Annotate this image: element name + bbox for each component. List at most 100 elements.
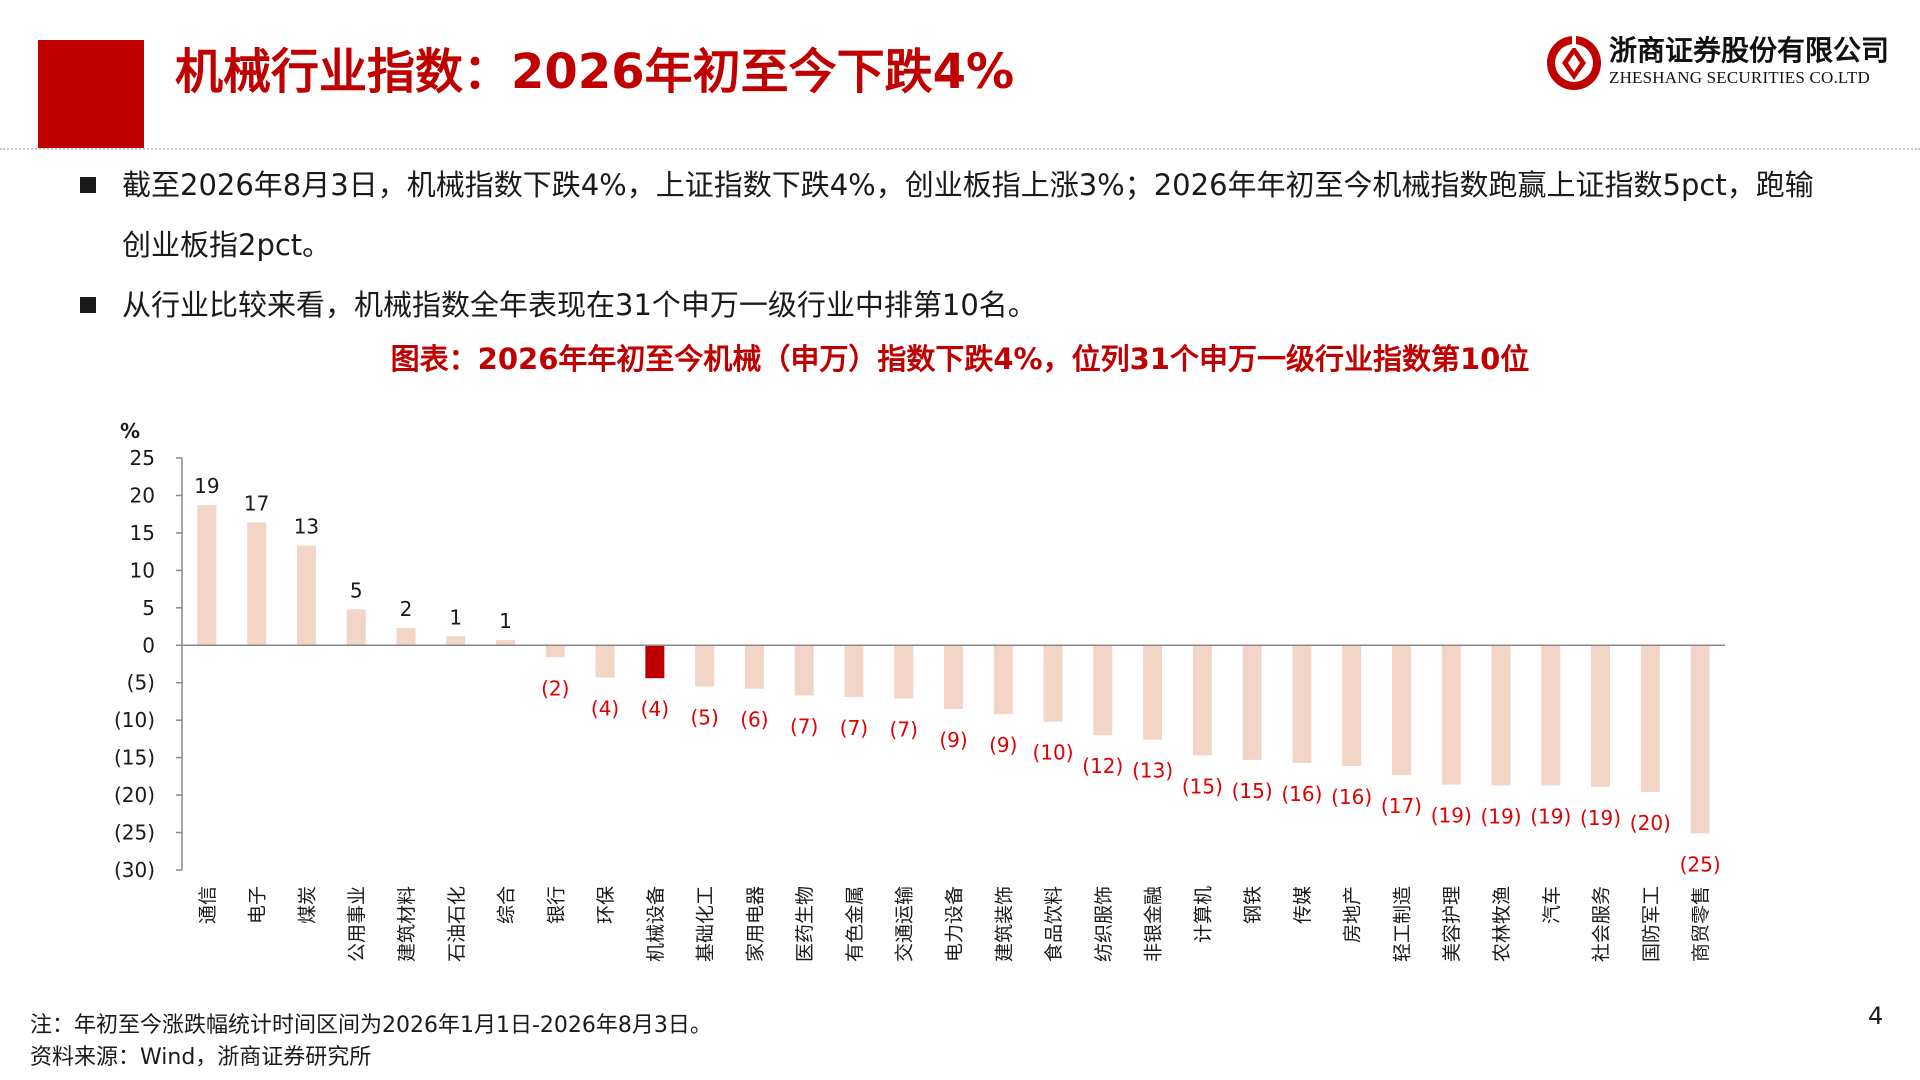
y-tick-label: 20 bbox=[130, 483, 155, 507]
bar bbox=[1093, 645, 1113, 736]
data-label: 17 bbox=[244, 491, 269, 515]
bar bbox=[695, 645, 715, 687]
data-label: (13) bbox=[1132, 759, 1173, 783]
data-label: (7) bbox=[840, 716, 868, 740]
category-label: 建筑装饰 bbox=[993, 886, 1015, 962]
category-label: 建筑材料 bbox=[396, 886, 418, 962]
chart-notes: 注：年初至今涨跌幅统计时间区间为2026年1月1日-2026年8月3日。 资料来… bbox=[30, 1010, 712, 1074]
y-tick-label: (15) bbox=[114, 746, 155, 770]
category-label: 商贸零售 bbox=[1690, 886, 1712, 962]
category-label: 食品饮料 bbox=[1043, 886, 1065, 962]
data-label: (15) bbox=[1232, 779, 1273, 803]
data-label: (19) bbox=[1580, 806, 1621, 830]
category-label: 国防军工 bbox=[1640, 886, 1662, 962]
data-label: (4) bbox=[591, 696, 619, 720]
bar bbox=[944, 645, 963, 709]
data-label: (9) bbox=[989, 733, 1017, 757]
category-label: 机械设备 bbox=[645, 886, 667, 962]
bar bbox=[1143, 645, 1163, 740]
data-label: (7) bbox=[790, 714, 818, 738]
data-label: (4) bbox=[641, 697, 669, 721]
bullet-square-icon bbox=[80, 297, 96, 313]
category-label: 综合 bbox=[496, 886, 518, 924]
bar bbox=[1043, 645, 1063, 722]
bullet-text: 从行业比较来看，机械指数全年表现在31个申万一级行业中排第10名。 bbox=[122, 288, 1037, 322]
y-tick-label: 25 bbox=[130, 446, 155, 470]
data-label: (12) bbox=[1082, 754, 1123, 778]
bar bbox=[1192, 645, 1212, 756]
data-label: (25) bbox=[1680, 852, 1721, 876]
bar bbox=[645, 645, 665, 679]
data-label: (19) bbox=[1530, 804, 1571, 828]
category-label: 煤炭 bbox=[296, 886, 318, 924]
category-label: 有色金属 bbox=[844, 886, 866, 962]
bar bbox=[496, 640, 516, 646]
data-label: (9) bbox=[939, 728, 967, 752]
data-label: (10) bbox=[1033, 741, 1074, 765]
y-tick-label: 5 bbox=[142, 596, 155, 620]
category-label: 医药生物 bbox=[794, 886, 816, 962]
category-label: 计算机 bbox=[1192, 886, 1214, 943]
data-label: (17) bbox=[1381, 794, 1422, 818]
category-label: 房地产 bbox=[1342, 886, 1364, 943]
data-label: 1 bbox=[499, 609, 512, 633]
data-label: 19 bbox=[194, 474, 219, 498]
chart-note: 注：年初至今涨跌幅统计时间区间为2026年1月1日-2026年8月3日。 bbox=[30, 1013, 712, 1038]
bar bbox=[446, 636, 466, 646]
data-label: (20) bbox=[1630, 811, 1671, 835]
bar bbox=[545, 645, 565, 658]
y-tick-label: 10 bbox=[130, 558, 155, 582]
data-label: 13 bbox=[294, 515, 319, 539]
company-logo: 浙商证券股份有限公司 ZHESHANG SECURITIES CO.LTD bbox=[1545, 34, 1890, 94]
chart-title: 图表：2026年年初至今机械（申万）指数下跌4%，位列31个申万一级行业指数第1… bbox=[390, 342, 1530, 376]
data-label: (19) bbox=[1480, 804, 1521, 828]
logo-company-name-en: ZHESHANG SECURITIES CO.LTD bbox=[1609, 68, 1870, 87]
bar bbox=[1391, 645, 1411, 775]
y-axis-unit-label: % bbox=[120, 419, 140, 443]
page-title: 机械行业指数：2026年初至今下跌4% bbox=[175, 44, 1015, 100]
y-tick-label: (10) bbox=[114, 708, 155, 732]
category-label: 纺织服饰 bbox=[1093, 886, 1115, 962]
category-label: 家用电器 bbox=[744, 886, 766, 962]
bar bbox=[794, 645, 814, 696]
category-label: 通信 bbox=[197, 886, 219, 924]
bar bbox=[296, 545, 316, 646]
bar bbox=[1591, 645, 1611, 787]
bar bbox=[1640, 645, 1660, 793]
data-label: (16) bbox=[1281, 782, 1322, 806]
logo-company-name-cn: 浙商证券股份有限公司 bbox=[1609, 34, 1890, 67]
bar bbox=[894, 645, 914, 699]
y-tick-label: (30) bbox=[114, 858, 155, 882]
data-label: (7) bbox=[890, 717, 918, 741]
y-tick-label: (5) bbox=[127, 671, 155, 695]
bar bbox=[197, 505, 217, 646]
data-label: (16) bbox=[1331, 785, 1372, 809]
category-label: 石油石化 bbox=[446, 886, 468, 962]
bar bbox=[346, 609, 366, 646]
category-label: 钢铁 bbox=[1242, 886, 1264, 924]
bar bbox=[1441, 645, 1461, 785]
category-label: 轻工制造 bbox=[1391, 886, 1413, 962]
category-label: 交通运输 bbox=[894, 886, 916, 962]
category-label: 电力设备 bbox=[944, 886, 966, 962]
bullet-square-icon bbox=[80, 177, 96, 193]
category-label: 电子 bbox=[247, 886, 269, 924]
category-label: 社会服务 bbox=[1591, 886, 1613, 962]
bar bbox=[1342, 645, 1362, 766]
category-label: 银行 bbox=[545, 886, 567, 924]
bar bbox=[247, 522, 267, 646]
industry-return-bar-chart: %2520151050(5)(10)(15)(20)(25)(30)19通信17… bbox=[114, 419, 1725, 962]
bullet-list: 截至2026年8月3日，机械指数下跌4%，上证指数下跌4%，创业板指上涨3%；2… bbox=[80, 155, 1840, 335]
title-accent-block bbox=[38, 40, 144, 148]
data-label: (6) bbox=[740, 708, 768, 732]
data-label: 1 bbox=[449, 605, 462, 629]
data-label: (15) bbox=[1182, 774, 1223, 798]
bar bbox=[1491, 645, 1511, 786]
data-label: (2) bbox=[541, 676, 569, 700]
bullet-text: 截至2026年8月3日，机械指数下跌4%，上证指数下跌4%，创业板指上涨3%；2… bbox=[122, 168, 1814, 262]
bar bbox=[1242, 645, 1262, 760]
bar bbox=[744, 645, 764, 689]
category-label: 环保 bbox=[595, 886, 617, 924]
page-number: 4 bbox=[1868, 1002, 1884, 1030]
bar bbox=[1690, 645, 1710, 834]
